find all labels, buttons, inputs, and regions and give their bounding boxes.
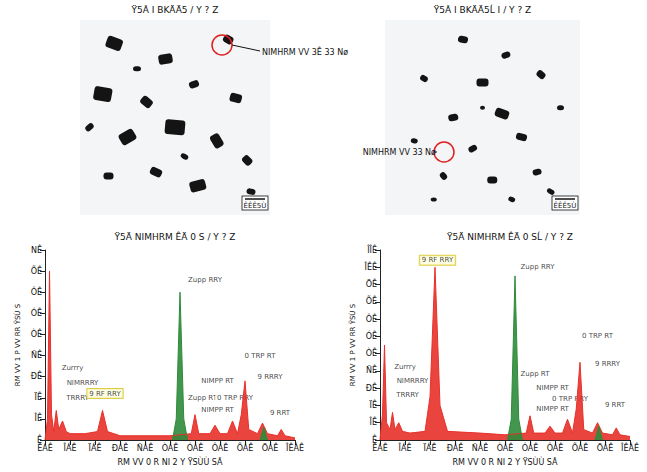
svg-text:TRRRY: TRRRY xyxy=(65,394,89,402)
svg-text:Zupp RRY: Zupp RRY xyxy=(188,276,223,284)
svg-text:0 TRP RT: 0 TRP RT xyxy=(245,352,277,360)
svg-text:ÑÁÊ: ÑÁÊ xyxy=(137,442,154,453)
svg-text:ÎÊ: ÎÊ xyxy=(369,416,377,427)
svg-text:9 RRT: 9 RRT xyxy=(605,401,626,409)
svg-text:ÏÊ: ÏÊ xyxy=(370,399,377,410)
svg-text:ÎÁÊ: ÎÁÊ xyxy=(63,442,77,453)
svg-text:ÓÁÊ: ÓÁÊ xyxy=(522,442,539,453)
svg-text:RM VV 0 R NI 2 Y ŸSÙÙ SÃ: RM VV 0 R NI 2 Y ŸSÙÙ SÃ xyxy=(117,456,223,467)
svg-text:ÖÁÊ: ÖÁÊ xyxy=(262,442,279,453)
svg-text:ÏÁÊ: ÏÁÊ xyxy=(424,442,437,453)
svg-text:9 RRRY: 9 RRRY xyxy=(595,360,621,368)
svg-text:Zupp RT: Zupp RT xyxy=(521,370,551,378)
svg-text:ÒÊ: ÒÊ xyxy=(366,347,377,358)
svg-text:ÏÁÊ: ÏÁÊ xyxy=(89,442,102,453)
svg-text:ÒÁÊ: ÒÁÊ xyxy=(162,442,179,453)
svg-text:0 TRP RRY: 0 TRP RRY xyxy=(552,395,589,403)
svg-text:NIMHRM VV 3Ê 33 Nø: NIMHRM VV 3Ê 33 Nø xyxy=(262,46,348,57)
svg-text:Zupp RT: Zupp RT xyxy=(188,394,218,402)
svg-text:RM VV 1 P VV RR ŸSÙ S: RM VV 1 P VV RR ŸSÙ S xyxy=(13,303,22,386)
svg-text:ÒÊ: ÒÊ xyxy=(31,328,42,339)
svg-text:Ÿ5Ä NIMHRM ÊÄ 0 S / Y ? Z: Ÿ5Ä NIMHRM ÊÄ 0 S / Y ? Z xyxy=(114,231,236,242)
svg-text:ÕÊ: ÕÊ xyxy=(31,265,42,276)
svg-text:Ÿ5Ã I BKÄÄ5 / Y ? Z: Ÿ5Ã I BKÄÄ5 / Y ? Z xyxy=(131,5,219,15)
svg-text:Zurrry: Zurrry xyxy=(62,364,84,372)
svg-text:NIMRRRY: NIMRRRY xyxy=(397,377,429,385)
svg-text:ÑÊ: ÑÊ xyxy=(31,349,42,360)
svg-text:ÎÊ: ÎÊ xyxy=(34,412,42,423)
svg-text:ÕÊ: ÕÊ xyxy=(366,295,377,306)
svg-text:NIMPP RT: NIMPP RT xyxy=(201,377,234,385)
svg-text:NIMPP RT: NIMPP RT xyxy=(536,384,569,392)
svg-text:ÔÊ: ÔÊ xyxy=(366,313,377,324)
svg-text:ÊÊÊ5Ù: ÊÊÊ5Ù xyxy=(244,201,267,210)
svg-text:ÎÊÁÊ: ÎÊÁÊ xyxy=(285,442,304,453)
svg-text:ÔÁÊ: ÔÁÊ xyxy=(212,442,229,453)
svg-text:ÏÊ: ÏÊ xyxy=(35,391,42,402)
svg-text:9 RRT: 9 RRT xyxy=(270,409,291,417)
svg-text:Ê: Ê xyxy=(36,435,42,445)
svg-text:ÓÊ: ÓÊ xyxy=(31,307,42,318)
svg-text:NIMPP RT: NIMPP RT xyxy=(201,406,234,414)
svg-text:NÊ: NÊ xyxy=(31,244,42,255)
svg-text:ÒÁÊ: ÒÁÊ xyxy=(497,442,514,453)
svg-text:RM VV 0 R NI 2 Y ŸSÙÙ SÃ: RM VV 0 R NI 2 Y ŸSÙÙ SÃ xyxy=(452,456,558,467)
svg-text:ÊÁÊ: ÊÁÊ xyxy=(37,442,53,453)
svg-text:Ÿ5Ä NIMHRM ÊÄ 0 SĹ / Y ? Z: Ÿ5Ä NIMHRM ÊÄ 0 SĹ / Y ? Z xyxy=(446,231,573,242)
svg-text:ÓÊ: ÓÊ xyxy=(366,330,377,341)
svg-text:ÓÁÊ: ÓÁÊ xyxy=(187,442,204,453)
svg-text:ÎÁÊ: ÎÁÊ xyxy=(398,442,412,453)
svg-text:ÐÁÊ: ÐÁÊ xyxy=(447,442,464,453)
svg-text:9 RF RRY: 9 RF RRY xyxy=(422,256,454,264)
svg-text:ÖÊ: ÖÊ xyxy=(366,278,377,289)
svg-text:ÐÁÊ: ÐÁÊ xyxy=(112,442,129,453)
svg-text:ÊÁÊ: ÊÁÊ xyxy=(372,442,388,453)
svg-text:0 TRP RRY: 0 TRP RRY xyxy=(217,394,254,402)
svg-text:Zupp RRY: Zupp RRY xyxy=(521,263,556,271)
svg-text:0 TRP RT: 0 TRP RT xyxy=(582,332,614,340)
svg-text:TRRRY: TRRRY xyxy=(395,391,419,399)
svg-text:Zurrry: Zurrry xyxy=(394,363,416,371)
svg-text:NIMHRM VV 33 Nø: NIMHRM VV 33 Nø xyxy=(363,148,436,157)
svg-text:9 RF RRY: 9 RF RRY xyxy=(89,390,121,398)
svg-text:ÑÊ: ÑÊ xyxy=(366,364,377,375)
svg-text:ÐÊ: ÐÊ xyxy=(366,382,377,393)
svg-text:RM VV 1 P VV RR ŸSÙ S: RM VV 1 P VV RR ŸSÙ S xyxy=(348,303,357,386)
svg-text:9 RRRY: 9 RRRY xyxy=(257,373,283,381)
svg-text:ÐÊ: ÐÊ xyxy=(31,370,42,381)
svg-text:ÔÁÊ: ÔÁÊ xyxy=(547,442,564,453)
svg-text:ÊÊÊ5Ù: ÊÊÊ5Ù xyxy=(554,201,577,210)
svg-text:ÑÁÊ: ÑÁÊ xyxy=(472,442,489,453)
svg-text:ÎÊÊ: ÎÊÊ xyxy=(364,261,377,272)
svg-text:NIMRRRY: NIMRRRY xyxy=(67,379,99,387)
svg-text:ÎÊÁÊ: ÎÊÁÊ xyxy=(620,442,639,453)
svg-text:NIMPP RT: NIMPP RT xyxy=(536,405,569,413)
svg-text:ÔÊ: ÔÊ xyxy=(31,286,42,297)
svg-text:ÕÁÊ: ÕÁÊ xyxy=(572,442,589,453)
svg-text:Ÿ5Ã I BKÄÄ5Ĺ I / Y ? Z: Ÿ5Ã I BKÄÄ5Ĺ I / Y ? Z xyxy=(433,4,531,15)
svg-text:Ê: Ê xyxy=(371,435,377,445)
svg-text:ÎÎÊ: ÎÎÊ xyxy=(366,244,377,255)
svg-text:ÕÁÊ: ÕÁÊ xyxy=(237,442,254,453)
svg-text:ÖÁÊ: ÖÁÊ xyxy=(597,442,614,453)
